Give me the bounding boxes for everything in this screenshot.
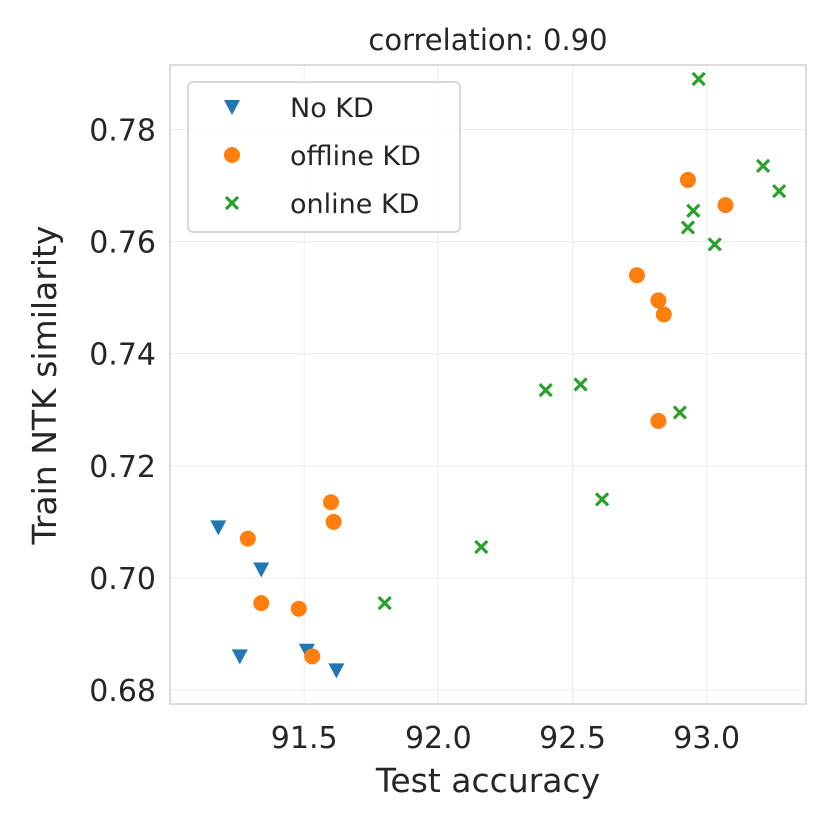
y-tick-label: 0.72 [89,450,156,485]
offline-kd-point [655,306,672,323]
offline-kd-point [679,171,696,188]
data-points [210,71,787,679]
offline-kd-point [628,267,645,284]
y-tick-label: 0.78 [89,113,156,148]
plot-frame [169,64,807,705]
x-axis-label: Test accuracy [375,761,600,800]
offline-kd-point [325,513,342,530]
legend-marker [224,147,240,163]
x-tick-label: 93.0 [673,721,740,756]
legend: No KD offline KD online KD [187,81,461,233]
offline-kd-point [650,292,667,309]
no-kd-point [210,520,227,536]
chart-title: correlation: 0.90 [368,23,607,57]
legend-label: online KD [290,189,419,220]
legend-entries: No KD offline KD online KD [224,93,421,220]
offline-kd-point [239,530,256,547]
offline-kd-point [253,595,270,612]
no-kd-point [253,562,270,578]
offline-kd-point [304,648,321,665]
online-kd-point [755,158,771,174]
online-kd-point [377,595,392,611]
y-axis-ticks: 0.68 0.70 0.72 0.74 0.76 0.78 [89,113,156,709]
online-kd-point [672,405,688,420]
x-tick-label: 92.0 [405,721,472,756]
x-tick-label: 92.5 [539,721,606,756]
y-axis-label: Train NTK similarity [25,226,64,546]
x-axis-ticks: 91.5 92.0 92.5 93.0 [271,721,740,756]
legend-marker [224,195,240,211]
offline-kd-point [717,197,734,214]
legend-marker [224,100,240,115]
legend-box [187,81,461,233]
online-kd-point [573,377,588,392]
legend-label: offline KD [290,141,421,172]
online-kd-point [686,203,701,218]
no-kd-point [231,649,248,665]
y-tick-label: 0.76 [89,226,156,261]
y-tick-label: 0.70 [89,562,156,597]
x-tick-label: 91.5 [271,721,338,756]
online-kd-point [594,492,610,507]
y-tick-label: 0.74 [89,338,156,373]
online-kd-point [538,382,553,398]
online-kd-point [691,71,706,87]
online-kd-point [772,183,787,199]
y-tick-label: 0.68 [89,674,156,709]
online-kd-point [680,220,696,235]
online-kd-point [707,237,722,252]
no-kd-point [328,663,345,679]
offline-kd-point [290,600,307,617]
legend-label: No KD [290,93,374,124]
offline-kd-point [650,412,667,429]
offline-kd-point [323,494,340,511]
online-kd-point [474,539,489,555]
